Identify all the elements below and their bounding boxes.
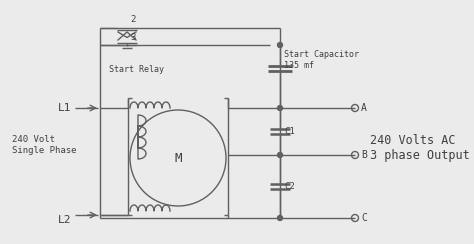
Circle shape <box>277 215 283 221</box>
Text: C2: C2 <box>284 182 295 191</box>
Circle shape <box>277 105 283 111</box>
Text: C1: C1 <box>284 127 295 136</box>
Text: L1: L1 <box>58 103 72 113</box>
Text: A: A <box>361 103 367 113</box>
Text: 2: 2 <box>130 15 136 24</box>
Text: B: B <box>361 150 367 160</box>
Text: 3: 3 <box>130 33 136 42</box>
Circle shape <box>277 152 283 157</box>
Text: 240 Volts AC
3 phase Output: 240 Volts AC 3 phase Output <box>370 134 470 162</box>
Text: L2: L2 <box>58 215 72 225</box>
Text: Start Capacitor
135 mf: Start Capacitor 135 mf <box>284 50 359 70</box>
Text: M: M <box>174 152 182 164</box>
Text: 240 Volt
Single Phase: 240 Volt Single Phase <box>12 135 76 155</box>
Text: C: C <box>361 213 367 223</box>
Circle shape <box>277 42 283 48</box>
Text: Start Relay: Start Relay <box>109 65 164 74</box>
